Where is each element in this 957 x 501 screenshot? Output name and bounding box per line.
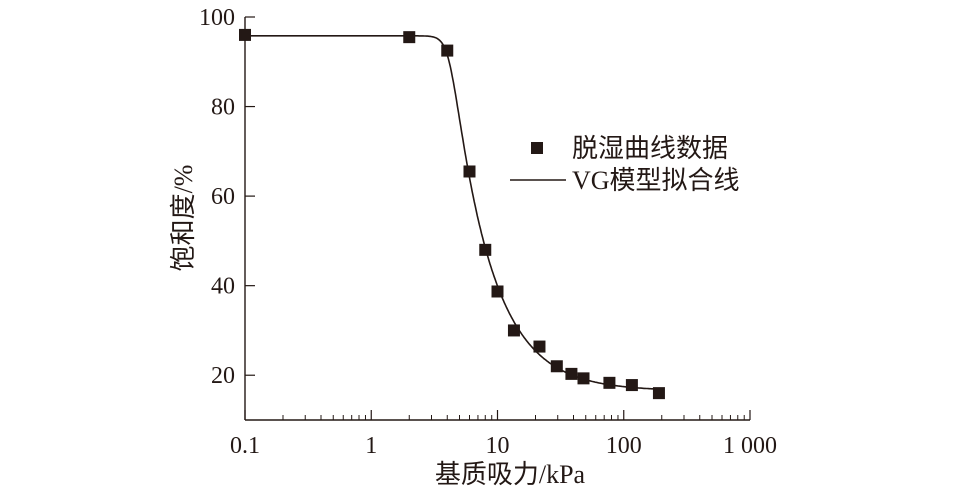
y-tick-label: 100 <box>199 5 235 31</box>
data-point <box>507 324 520 337</box>
data-point <box>239 28 251 41</box>
data-point <box>625 379 638 392</box>
axes <box>244 17 750 421</box>
ticks: 0.1 1 10 100 1 000 20 40 60 80 100 <box>199 5 777 459</box>
data-point <box>403 31 416 44</box>
data-point <box>441 44 454 57</box>
x-tick-label: 10 <box>486 433 510 459</box>
data-point <box>565 367 578 380</box>
vg-fit-line <box>245 35 662 391</box>
data-point <box>652 387 665 400</box>
legend-label-data: 脱湿曲线数据 <box>572 134 728 163</box>
y-tick-label: 40 <box>211 274 235 300</box>
legend-label-fit: VG模型拟合线 <box>572 166 740 195</box>
x-axis-label: 基质吸力/kPa <box>435 460 586 489</box>
x-tick-label: 1 000 <box>723 433 777 459</box>
data-point <box>550 360 563 373</box>
legend-marker-square <box>531 142 543 154</box>
data-point <box>603 376 616 389</box>
data-points <box>239 28 665 400</box>
y-axis-label: 饱和度/% <box>169 165 198 272</box>
data-point <box>463 165 476 178</box>
y-tick-label: 60 <box>211 184 235 210</box>
y-tick-label: 20 <box>211 363 235 389</box>
x-tick-label: 0.1 <box>230 433 260 459</box>
legend: 脱湿曲线数据 VG模型拟合线 <box>510 134 740 195</box>
x-tick-label: 100 <box>606 433 642 459</box>
data-point <box>577 372 590 385</box>
y-tick-label: 80 <box>211 95 235 121</box>
data-point <box>491 285 504 298</box>
x-tick-label: 1 <box>365 433 377 459</box>
data-point <box>479 243 492 256</box>
data-point <box>533 340 546 353</box>
